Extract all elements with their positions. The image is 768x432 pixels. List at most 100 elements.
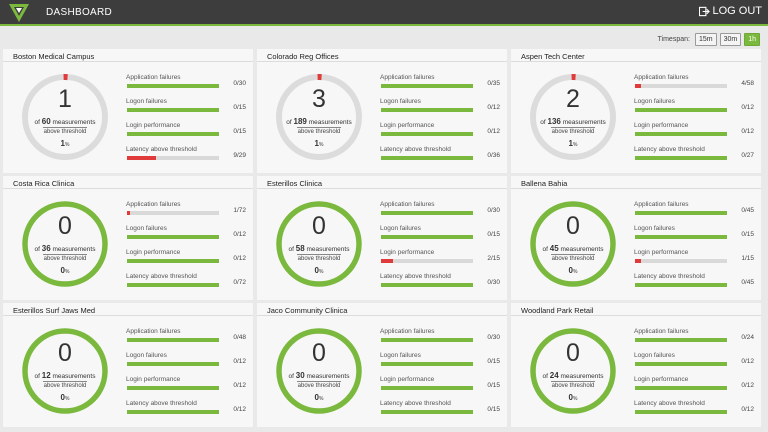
metric-label: Login performance xyxy=(380,122,435,129)
metric-row[interactable]: Logon failures 0/15 xyxy=(126,98,246,122)
metric-row[interactable]: Latency above threshold 0/45 xyxy=(634,273,754,297)
metric-row[interactable]: Login performance 1/15 xyxy=(634,249,754,273)
metric-bar-track xyxy=(381,338,473,342)
gauge-ring xyxy=(22,328,108,414)
metric-label: Latency above threshold xyxy=(380,146,451,153)
metric-bar-track xyxy=(635,338,727,342)
metric-row[interactable]: Logon failures 0/12 xyxy=(634,98,754,122)
site-card[interactable]: Costa Rica Clinica 0 of 36 measurements abo… xyxy=(3,176,253,300)
metric-row[interactable]: Application failures 0/30 xyxy=(126,74,246,98)
metric-label: Latency above threshold xyxy=(126,400,197,407)
status-gauge[interactable]: 2 of 136 measurements above threshold 1% xyxy=(527,71,619,163)
site-card[interactable]: Woodland Park Retail 0 of 24 measurements a… xyxy=(511,303,761,427)
metric-bar-track xyxy=(127,211,219,215)
gauge-ring xyxy=(276,328,362,414)
site-card[interactable]: Esterillos Surf Jaws Med 0 of 12 measureme… xyxy=(3,303,253,427)
metric-row[interactable]: Application failures 0/30 xyxy=(380,328,500,352)
metric-row[interactable]: Application failures 4/58 xyxy=(634,74,754,98)
metric-bar-fill xyxy=(635,156,727,160)
above-threshold-label: above threshold xyxy=(43,129,87,135)
app-logo-icon[interactable] xyxy=(8,3,30,23)
metric-row[interactable]: Logon failures 0/12 xyxy=(126,225,246,249)
metric-row[interactable]: Login performance 0/12 xyxy=(126,249,246,273)
metric-bar-track xyxy=(381,283,473,287)
metric-value: 0/12 xyxy=(233,382,246,389)
percentage: 0% xyxy=(19,266,111,275)
site-card[interactable]: Jaco Community Clinica 0 of 30 measurement… xyxy=(257,303,507,427)
site-card[interactable]: Boston Medical Campus 1 of 60 measurements… xyxy=(3,49,253,173)
percentage: 1% xyxy=(19,139,111,148)
percentage-value: 1 xyxy=(568,139,573,148)
page-title: DASHBOARD xyxy=(46,7,113,18)
metric-row[interactable]: Application failures 1/72 xyxy=(126,201,246,225)
status-gauge[interactable]: 3 of 189 measurements above threshold 1% xyxy=(273,71,365,163)
status-gauge[interactable]: 0 of 24 measurements above threshold 0% xyxy=(527,325,619,417)
metric-label: Logon failures xyxy=(634,225,675,232)
metric-label: Login performance xyxy=(634,376,689,383)
status-gauge[interactable]: 0 of 45 measurements above threshold 0% xyxy=(527,198,619,290)
metric-row[interactable]: Latency above threshold 0/36 xyxy=(380,146,500,170)
metric-bar-track xyxy=(127,362,219,366)
measurements-text: of 12 measurements xyxy=(34,371,96,380)
metric-row[interactable]: Logon failures 0/15 xyxy=(380,225,500,249)
metric-label: Latency above threshold xyxy=(634,273,705,280)
timespan-1h-button[interactable]: 1h xyxy=(744,33,760,46)
percentage-unit: % xyxy=(319,396,324,402)
metric-row[interactable]: Login performance 0/12 xyxy=(634,376,754,400)
metric-row[interactable]: Application failures 0/45 xyxy=(634,201,754,225)
metric-bar-track xyxy=(127,84,219,88)
alert-count: 0 xyxy=(58,212,72,240)
alert-marker xyxy=(22,74,108,160)
metric-label: Login performance xyxy=(126,249,181,256)
measurement-count: 45 xyxy=(549,244,559,253)
metric-bar-track xyxy=(127,283,219,287)
status-gauge[interactable]: 0 of 12 measurements above threshold 0% xyxy=(19,325,111,417)
gauge-divider xyxy=(43,127,87,128)
metric-row[interactable]: Logon failures 0/12 xyxy=(634,352,754,376)
timespan-15m-button[interactable]: 15m xyxy=(694,33,717,46)
alert-count: 0 xyxy=(312,339,326,367)
site-card[interactable]: Aspen Tech Center 2 of 136 measurements abo… xyxy=(511,49,761,173)
metric-row[interactable]: Logon failures 0/12 xyxy=(380,98,500,122)
metric-value: 0/36 xyxy=(487,152,500,159)
logout-button[interactable]: LOG OUT xyxy=(699,5,762,17)
timespan-30m-button[interactable]: 30m xyxy=(719,33,742,46)
metric-row[interactable]: Latency above threshold 0/72 xyxy=(126,273,246,297)
metric-row[interactable]: Logon failures 0/12 xyxy=(126,352,246,376)
metric-row[interactable]: Logon failures 0/15 xyxy=(380,352,500,376)
measurements-suffix: measurements xyxy=(306,373,350,380)
metric-bar-track xyxy=(635,283,727,287)
metric-label: Latency above threshold xyxy=(380,400,451,407)
status-gauge[interactable]: 0 of 30 measurements above threshold 0% xyxy=(273,325,365,417)
metric-row[interactable]: Application failures 0/48 xyxy=(126,328,246,352)
metric-row[interactable]: Application failures 0/30 xyxy=(380,201,500,225)
metric-row[interactable]: Login performance 2/15 xyxy=(380,249,500,273)
status-gauge[interactable]: 0 of 58 measurements above threshold 0% xyxy=(273,198,365,290)
status-gauge[interactable]: 1 of 60 measurements above threshold 1% xyxy=(19,71,111,163)
site-card[interactable]: Colorado Reg Offices 3 of 189 measurements… xyxy=(257,49,507,173)
status-gauge[interactable]: 0 of 36 measurements above threshold 0% xyxy=(19,198,111,290)
metric-row[interactable]: Login performance 0/12 xyxy=(634,122,754,146)
site-card[interactable]: Esterillos Clinica 0 of 58 measurements abo… xyxy=(257,176,507,300)
metric-row[interactable]: Login performance 0/15 xyxy=(380,376,500,400)
measurement-count: 189 xyxy=(293,117,307,126)
metric-bar-track xyxy=(635,362,727,366)
metric-row[interactable]: Logon failures 0/15 xyxy=(634,225,754,249)
metric-row[interactable]: Login performance 0/12 xyxy=(380,122,500,146)
percentage-unit: % xyxy=(573,269,578,275)
measurement-count: 136 xyxy=(547,117,561,126)
metric-row[interactable]: Latency above threshold 0/15 xyxy=(380,400,500,424)
metric-row[interactable]: Latency above threshold 0/27 xyxy=(634,146,754,170)
metric-row[interactable]: Latency above threshold 9/29 xyxy=(126,146,246,170)
metric-row[interactable]: Login performance 0/15 xyxy=(126,122,246,146)
metric-row[interactable]: Latency above threshold 0/30 xyxy=(380,273,500,297)
metric-row[interactable]: Application failures 0/24 xyxy=(634,328,754,352)
metric-row[interactable]: Application failures 0/35 xyxy=(380,74,500,98)
above-threshold-label: above threshold xyxy=(551,129,595,135)
metric-row[interactable]: Login performance 0/12 xyxy=(126,376,246,400)
metric-row[interactable]: Latency above threshold 0/12 xyxy=(634,400,754,424)
metric-bar-track xyxy=(381,386,473,390)
metric-label: Login performance xyxy=(126,376,181,383)
site-card[interactable]: Ballena Bahia 0 of 45 measurements above th… xyxy=(511,176,761,300)
metric-row[interactable]: Latency above threshold 0/12 xyxy=(126,400,246,424)
